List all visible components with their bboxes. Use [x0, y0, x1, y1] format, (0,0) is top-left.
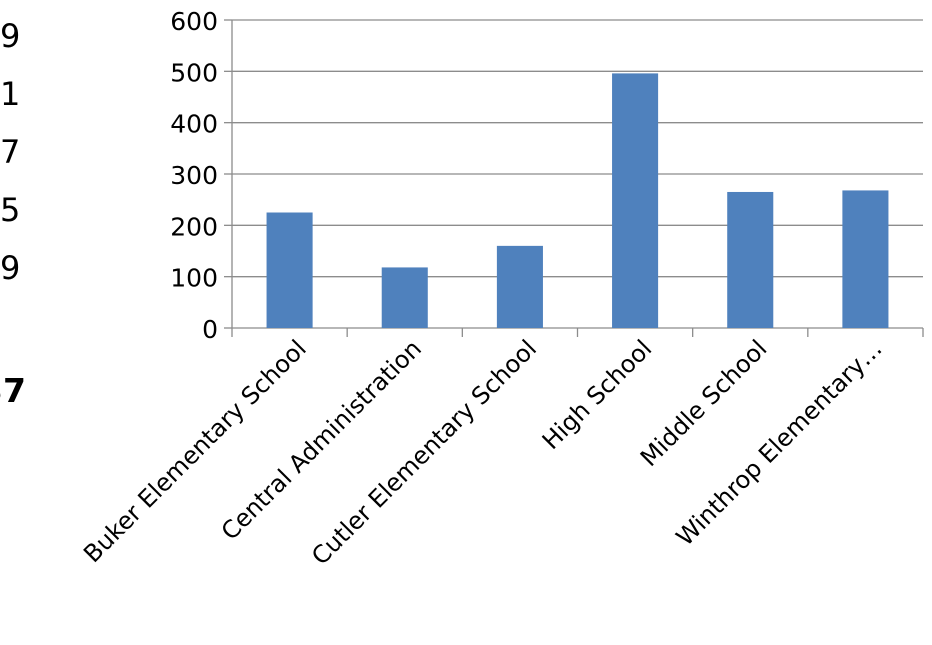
- y-tick-label-0: 0: [202, 315, 218, 344]
- left-value-3: 7: [0, 133, 21, 171]
- x-tick-label-2: Cutler Elementary School: [306, 334, 542, 570]
- left-value-5: 9: [0, 249, 21, 287]
- y-tick-label-600: 600: [170, 7, 218, 36]
- bar-4: [727, 191, 774, 328]
- x-tick-label-0: Buker Elementary School: [78, 334, 312, 568]
- bar-1: [381, 267, 428, 328]
- x-tick-label-3: High School: [537, 334, 658, 455]
- bar-3: [612, 73, 659, 329]
- x-tick-label-1: Central Administration: [216, 334, 427, 545]
- y-tick-label-400: 400: [170, 110, 218, 139]
- left-value-1: 9: [0, 17, 21, 55]
- x-tick-label-5: Winthrop Elementary…: [671, 334, 888, 551]
- bar-2: [496, 245, 543, 328]
- y-tick-label-100: 100: [170, 264, 218, 293]
- y-tick-label-200: 200: [170, 212, 218, 241]
- y-tick-label-300: 300: [170, 161, 218, 190]
- left-value-2: 1: [0, 75, 21, 113]
- left-total: 37: [0, 371, 26, 410]
- y-tick-label-500: 500: [170, 58, 218, 87]
- bar-5: [842, 190, 889, 328]
- bar-0: [266, 212, 313, 328]
- left-value-4: 5: [0, 191, 21, 229]
